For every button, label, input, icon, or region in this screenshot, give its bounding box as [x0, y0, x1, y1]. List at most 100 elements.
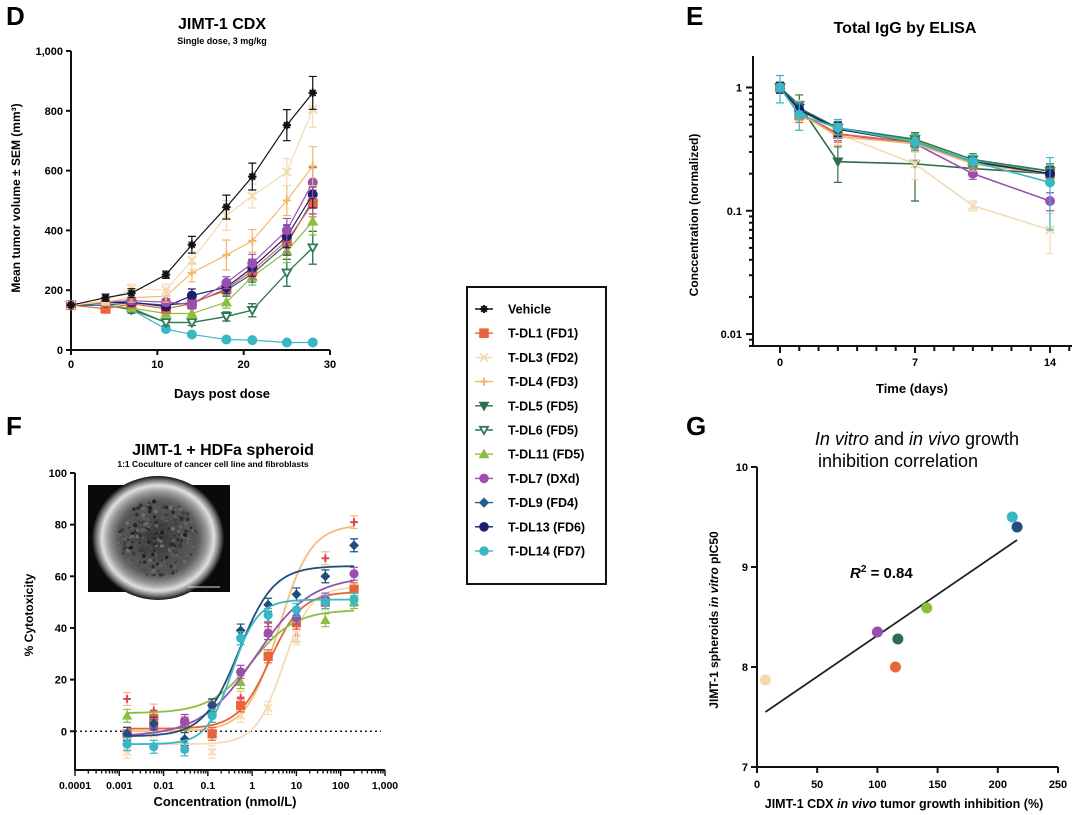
speckle-dot — [184, 529, 188, 533]
x-tick-label: 7 — [912, 357, 918, 369]
speckle-dot — [136, 507, 139, 510]
data-point — [235, 676, 246, 687]
speckle-dot — [167, 547, 172, 553]
legend-entry: T-DL4 (FD3) — [475, 375, 578, 389]
speckle-dot — [151, 570, 155, 574]
speckle-dot — [122, 552, 125, 555]
data-point — [180, 716, 190, 726]
speckle-dot — [174, 508, 178, 512]
speckle-dot — [135, 534, 140, 539]
data-point — [320, 614, 331, 625]
x-axis-label: Time (days) — [876, 381, 948, 396]
data-point — [307, 243, 319, 254]
legend-entry: Vehicle — [475, 303, 551, 317]
speckle-dot — [167, 571, 172, 575]
speckle-dot — [169, 564, 173, 569]
speckle-dot — [160, 543, 163, 546]
data-point — [186, 318, 198, 329]
y-tick-label: 400 — [45, 225, 63, 237]
speckle-dot — [136, 519, 141, 524]
speckle-dot — [140, 549, 143, 551]
speckle-dot — [178, 542, 183, 548]
speckle-dot — [185, 537, 187, 539]
speckle-dot — [170, 551, 173, 554]
speckle-dot — [124, 541, 128, 544]
xlabel-part: in vivo — [837, 797, 877, 811]
chart-title: JIMT-1 + HDFa spheroid — [132, 442, 314, 459]
speckle-dot — [180, 519, 183, 522]
speckle-dot — [136, 532, 139, 535]
x-tick-label: 0.0001 — [59, 780, 91, 792]
speckle-dot — [150, 534, 154, 538]
panel-label-g: G — [686, 411, 706, 441]
speckle-dot — [181, 511, 186, 516]
speckle-dot — [125, 521, 129, 525]
speckle-dot — [131, 551, 136, 556]
ylabel-part: in vitro — [707, 567, 721, 607]
speckle-dot — [146, 573, 148, 576]
chart-title: JIMT-1 CDX — [178, 16, 266, 33]
speckle-dot — [155, 532, 158, 535]
speckle-dot — [130, 541, 133, 544]
r-value: = 0.84 — [866, 565, 913, 582]
y-axis-label: Mean tumor volume ± SEM (mm³) — [9, 103, 23, 292]
speckle-dot — [143, 537, 148, 542]
speckle-dot — [196, 531, 199, 534]
speckle-dot — [172, 565, 177, 570]
speckle-dot — [148, 565, 152, 569]
data-point — [236, 633, 246, 643]
series-vehicle — [66, 75, 317, 310]
data-point — [281, 167, 292, 178]
speckle-dot — [142, 507, 145, 511]
legend-label: T-DL11 (FD5) — [508, 448, 584, 462]
legend-entry: T-DL7 (DXd) — [475, 472, 580, 486]
y-tick-label: 0 — [57, 345, 63, 357]
data-point — [148, 718, 159, 729]
speckle-dot — [178, 507, 183, 511]
data-point — [263, 651, 273, 661]
data-point — [149, 729, 159, 739]
data-point — [221, 334, 232, 345]
speckle-dot — [173, 554, 176, 557]
speckle-dot — [185, 541, 190, 546]
speckle-dot — [173, 534, 176, 537]
speckle-dot — [120, 540, 125, 545]
speckle-dot — [178, 533, 181, 536]
speckle-dot — [183, 521, 188, 526]
legend-marker — [479, 352, 489, 363]
speckle-dot — [186, 519, 189, 522]
speckle-dot — [139, 503, 143, 508]
legend-marker — [479, 328, 489, 339]
y-tick-label: 0 — [61, 726, 67, 738]
speckle-dot — [170, 542, 175, 547]
speckle-dot — [173, 544, 177, 548]
x-axis-label: Concentration (nmol/L) — [154, 794, 297, 809]
legend-label: T-DL5 (FD5) — [508, 399, 578, 413]
series-t-dl14-fd7- — [122, 592, 359, 757]
speckle-dot — [129, 519, 132, 521]
legend-label: T-DL6 (FD5) — [508, 424, 578, 438]
legend-entry: T-DL5 (FD5) — [475, 399, 578, 413]
data-point — [832, 122, 843, 133]
speckle-dot — [120, 528, 124, 532]
speckle-dot — [161, 565, 164, 568]
data-point — [186, 255, 197, 266]
data-point — [291, 605, 302, 615]
speckle-dot — [142, 560, 147, 564]
speckle-dot — [129, 527, 133, 531]
data-point — [161, 270, 171, 279]
speckle-dot — [147, 536, 151, 540]
speckle-dot — [150, 528, 154, 531]
data-point — [307, 215, 319, 226]
data-point — [349, 594, 359, 605]
speckle-dot — [164, 522, 168, 526]
x-tick-label: 100 — [868, 779, 886, 791]
speckle-dot — [129, 521, 132, 523]
speckle-dot — [152, 499, 157, 504]
x-tick-label: 10 — [151, 359, 163, 371]
data-point — [794, 109, 805, 120]
speckle-dot — [117, 525, 122, 530]
y-axis-label: JIMT-1 spheroids in vitro pIC50 — [707, 531, 721, 709]
speckle-dot — [141, 513, 145, 517]
